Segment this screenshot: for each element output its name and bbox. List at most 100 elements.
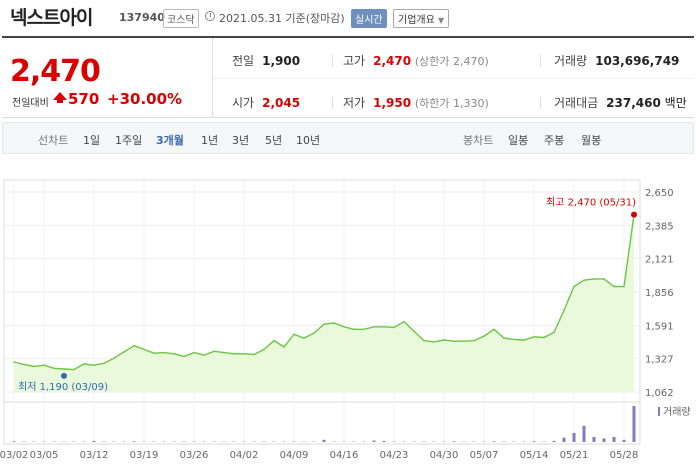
open-label: 시가 xyxy=(232,96,255,110)
price-point xyxy=(13,361,15,363)
price-point xyxy=(493,328,495,331)
amount-value: 237,460 xyxy=(606,96,661,110)
current-price: 2,470 xyxy=(10,54,101,89)
price-point xyxy=(593,278,595,280)
high-price: 고가 2,470 (상한가 2,470) xyxy=(343,52,489,69)
candle-chart-label[interactable]: 봉차트 xyxy=(463,134,494,147)
high-marker xyxy=(631,211,637,218)
tab-1d[interactable]: 1일 xyxy=(83,134,101,147)
tab-3m[interactable]: 3개월 xyxy=(156,134,184,147)
price-point xyxy=(453,340,455,343)
volume-bar xyxy=(592,436,596,442)
price-point xyxy=(93,364,95,366)
volume-bar xyxy=(92,440,96,442)
price-point xyxy=(563,309,565,312)
tab-1y[interactable]: 1년 xyxy=(201,134,219,147)
low-label: 저가 xyxy=(343,96,366,110)
price-chart[interactable]: 1,062 1,327 1,591 1,856 2,121 2,385 2,650 03/02… xyxy=(0,160,696,468)
price-point xyxy=(353,328,355,331)
price-point xyxy=(203,354,205,356)
prev-close-label: 전일 xyxy=(232,54,255,68)
price-point xyxy=(613,285,615,288)
price-point xyxy=(263,348,265,351)
tab-5y[interactable]: 5년 xyxy=(265,134,283,147)
high-label: 고가 xyxy=(343,54,366,68)
stock-name[interactable]: 넥스트아이 xyxy=(10,7,93,29)
tab-3y[interactable]: 3년 xyxy=(232,134,250,147)
tab-monthly[interactable]: 월봉 xyxy=(581,134,602,147)
volume-bar xyxy=(572,433,576,442)
price-point xyxy=(293,333,295,336)
price-point xyxy=(393,326,395,329)
x-tick-label: 03/12 xyxy=(80,450,109,461)
x-tick-label: 05/21 xyxy=(560,450,589,461)
tab-10y[interactable]: 10년 xyxy=(296,134,321,147)
y-tick-label: 2,650 xyxy=(645,188,674,199)
price-point xyxy=(123,351,125,353)
realtime-button[interactable]: 실시간 xyxy=(351,9,387,28)
amount-unit: 백만 xyxy=(664,96,687,110)
volume-bar xyxy=(132,441,136,442)
price-point xyxy=(533,336,535,338)
price-point xyxy=(33,365,35,368)
volume-bar xyxy=(582,425,586,442)
price-point xyxy=(323,323,325,326)
price-point xyxy=(283,346,285,348)
x-tick-label: 04/09 xyxy=(280,450,309,461)
price-area xyxy=(14,214,634,392)
price-point xyxy=(223,351,225,354)
x-tick-label: 04/23 xyxy=(380,450,409,461)
price-point xyxy=(83,363,85,365)
open-value: 2,045 xyxy=(262,96,301,110)
price-point xyxy=(143,348,145,351)
price-point xyxy=(473,339,475,342)
price-point xyxy=(423,339,425,342)
as-of-date: 2021.05.31 기준(장마감) xyxy=(219,12,345,25)
price-point xyxy=(373,325,375,328)
price-point xyxy=(333,322,335,324)
price-point xyxy=(383,325,385,328)
line-chart-label[interactable]: 선차트 xyxy=(38,134,69,147)
cell-divider xyxy=(540,97,541,109)
volume-frame xyxy=(3,401,641,445)
price-point xyxy=(483,335,485,338)
cell-divider xyxy=(332,55,333,67)
low-price: 저가 1,950 (하한가 1,330) xyxy=(343,94,489,111)
volume-bar xyxy=(612,436,616,442)
company-overview-label: 기업개요 xyxy=(398,15,435,26)
clock-icon xyxy=(205,11,215,21)
tab-1w[interactable]: 1주일 xyxy=(115,134,143,147)
price-point xyxy=(213,350,215,353)
price-point xyxy=(583,279,585,281)
price-point xyxy=(623,285,625,288)
quote-divider xyxy=(212,38,213,118)
x-tick-label: 03/19 xyxy=(130,450,159,461)
price-point xyxy=(53,367,55,370)
tab-weekly[interactable]: 주봉 xyxy=(544,134,565,147)
lower-limit: (하한가 1,330) xyxy=(414,97,489,110)
price-point xyxy=(133,344,135,347)
y-tick-label: 1,591 xyxy=(645,321,674,332)
price-point xyxy=(463,340,465,343)
price-change: 570 xyxy=(68,90,100,108)
price-point xyxy=(163,351,165,354)
price-point xyxy=(113,357,115,360)
price-change-pct: +30.00% xyxy=(107,90,183,108)
low-marker xyxy=(61,372,67,379)
volume-bar xyxy=(382,440,386,442)
price-point xyxy=(233,353,235,355)
price-point xyxy=(183,355,185,358)
high-value: 2,470 xyxy=(373,54,412,68)
chevron-down-icon: ▼ xyxy=(438,16,445,25)
change-label: 전일대비 xyxy=(12,98,49,109)
chart-tabs: 선차트 1일 1주일 3개월 1년 3년 5년 10년 봉차트 일봉 주봉 월봉 xyxy=(2,122,694,154)
x-tick-label: 03/26 xyxy=(180,450,209,461)
price-point xyxy=(433,341,435,343)
cell-divider xyxy=(332,97,333,109)
y-tick-label: 2,385 xyxy=(645,221,674,232)
tab-daily[interactable]: 일봉 xyxy=(508,134,529,147)
company-overview-dropdown[interactable]: 기업개요 ▼ xyxy=(393,9,450,28)
price-point xyxy=(73,368,75,371)
volume: 거래량 103,696,749 xyxy=(554,52,679,69)
price-point xyxy=(553,331,555,334)
